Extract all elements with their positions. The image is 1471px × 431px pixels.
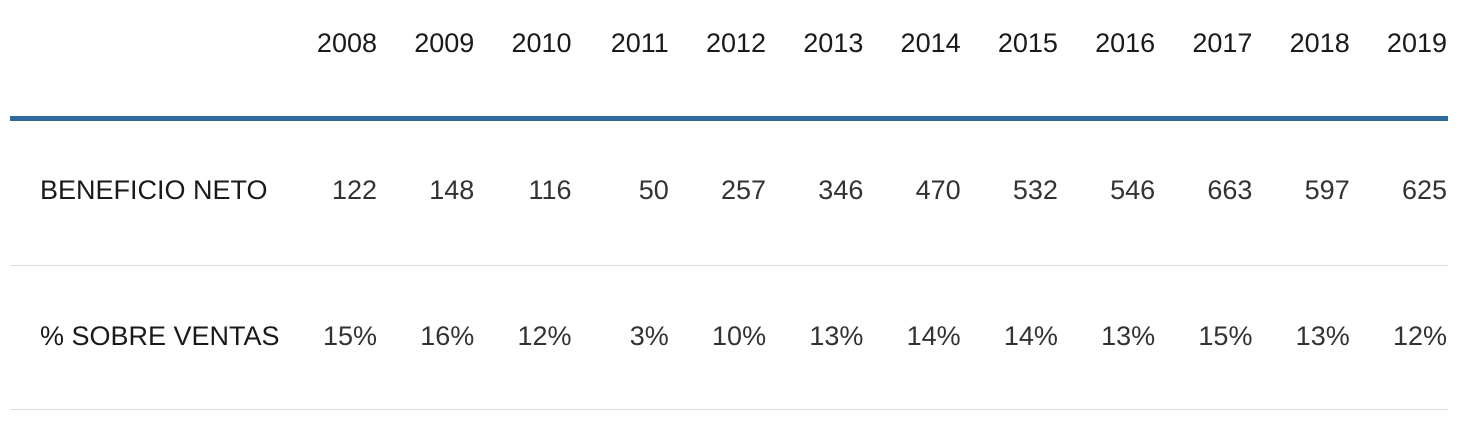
cell: 532 <box>1013 175 1058 205</box>
row-label: BENEFICIO NETO <box>40 175 268 205</box>
cell: 13% <box>1101 321 1155 351</box>
column-header: 2015 <box>998 28 1058 58</box>
column-header: 2012 <box>706 28 766 58</box>
cell: 12% <box>517 321 571 351</box>
cell: 257 <box>721 175 766 205</box>
cell: 10% <box>712 321 766 351</box>
column-header: 2019 <box>1387 28 1447 58</box>
cell: 148 <box>429 175 474 205</box>
cell: 12% <box>1393 321 1447 351</box>
row-divider <box>10 265 1448 266</box>
row-divider <box>10 409 1448 410</box>
cell: 13% <box>809 321 863 351</box>
cell: 122 <box>332 175 377 205</box>
cell: 625 <box>1402 175 1447 205</box>
cell: 14% <box>907 321 961 351</box>
cell: 16% <box>420 321 474 351</box>
cell: 3% <box>630 321 669 351</box>
cell: 346 <box>818 175 863 205</box>
column-header: 2017 <box>1192 28 1252 58</box>
column-header: 2011 <box>611 28 669 58</box>
cell: 663 <box>1207 175 1252 205</box>
cell: 116 <box>528 175 571 205</box>
cell: 546 <box>1110 175 1155 205</box>
cell: 50 <box>639 175 669 205</box>
column-header: 2008 <box>317 28 377 58</box>
column-header: 2013 <box>803 28 863 58</box>
cell: 470 <box>916 175 961 205</box>
column-header: 2014 <box>901 28 961 58</box>
header-rule <box>10 116 1448 121</box>
column-header: 2010 <box>511 28 571 58</box>
cell: 15% <box>323 321 377 351</box>
column-header: 2018 <box>1290 28 1350 58</box>
column-header: 2009 <box>414 28 474 58</box>
row-label: % SOBRE VENTAS <box>40 321 280 351</box>
cell: 13% <box>1296 321 1350 351</box>
cell: 14% <box>1004 321 1058 351</box>
column-header: 2016 <box>1095 28 1155 58</box>
cell: 15% <box>1198 321 1252 351</box>
cell: 597 <box>1305 175 1350 205</box>
